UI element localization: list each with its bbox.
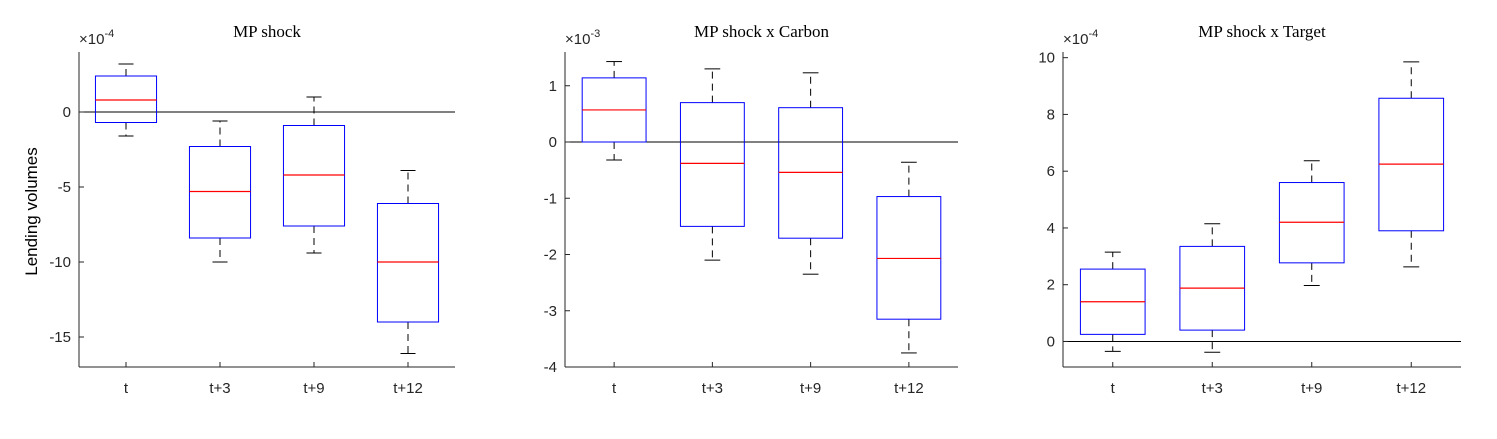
y-tick-label: -10 xyxy=(49,254,71,271)
box-t xyxy=(581,61,647,161)
x-tick-label: t+9 xyxy=(303,380,324,397)
y-tick-label: 6 xyxy=(1047,163,1055,180)
x-tick-label: t xyxy=(612,380,617,397)
y-tick-label: 10 xyxy=(1038,50,1055,67)
exponent-base: ×10 xyxy=(1063,31,1088,48)
exponent-base: ×10 xyxy=(79,31,104,48)
exponent-power: -3 xyxy=(590,28,600,40)
y-tick-label: 0 xyxy=(63,104,71,121)
chart-panel-1: -15 -10 -5 0 t t+3 t+9 t+12 MP shock ×10-4 Lending… xyxy=(22,22,455,397)
y-tick-label: -4 xyxy=(544,359,557,376)
box-t+9 xyxy=(778,72,844,275)
iqr-box xyxy=(376,203,440,323)
x-tick-label: t+9 xyxy=(1301,380,1322,397)
y-tick-label: 8 xyxy=(1047,106,1055,123)
iqr-box xyxy=(282,125,346,227)
box-t+3 xyxy=(1179,223,1246,353)
y-tick-label: -15 xyxy=(49,329,71,346)
axis-exponent: ×10-4 xyxy=(79,28,114,48)
x-tick-label: t+3 xyxy=(702,380,723,397)
box-t+3 xyxy=(188,120,252,263)
iqr-box xyxy=(679,102,745,227)
y-tick-label: 0 xyxy=(549,134,557,151)
chart-title: MP shock x Carbon xyxy=(694,22,829,41)
iqr-box xyxy=(94,75,158,123)
box-t xyxy=(1079,251,1146,352)
y-tick-label: 4 xyxy=(1047,220,1055,237)
x-tick-label: t+12 xyxy=(393,380,423,397)
x-tick-label: t+12 xyxy=(1396,380,1426,397)
exponent-base: ×10 xyxy=(565,31,590,48)
chart-panel-2: -4 -3 -2 -1 0 1 t t+3 t+9 t+12 MP shock x Carbon ×1… xyxy=(544,22,958,397)
x-tick-label: t xyxy=(124,380,129,397)
y-tick-label: -1 xyxy=(544,190,557,207)
box-t+3 xyxy=(679,68,745,261)
box-t xyxy=(94,63,158,137)
box-t+12 xyxy=(1378,61,1445,268)
x-tick-label: t+3 xyxy=(209,380,230,397)
y-tick-label: 1 xyxy=(549,78,557,95)
x-tick-label: t+3 xyxy=(1202,380,1223,397)
x-tick-label: t+9 xyxy=(800,380,821,397)
box-t+9 xyxy=(1278,160,1345,287)
y-tick-label: -2 xyxy=(544,247,557,264)
exponent-power: -4 xyxy=(104,28,114,40)
axis-exponent: ×10-3 xyxy=(565,28,600,48)
axis-exponent: ×10-4 xyxy=(1063,28,1098,48)
y-tick-label: 2 xyxy=(1047,277,1055,294)
y-tick-label: -5 xyxy=(58,179,71,196)
box-t+12 xyxy=(876,161,942,354)
y-tick-label: -3 xyxy=(544,303,557,320)
y-tick-label: 0 xyxy=(1047,333,1055,350)
x-tick-label: t xyxy=(1111,380,1116,397)
box-t+9 xyxy=(282,96,346,254)
chart-title: MP shock x Target xyxy=(1198,22,1326,41)
box-t+12 xyxy=(376,170,440,354)
y-axis-label: Lending volumes xyxy=(22,147,41,276)
x-tick-label: t+12 xyxy=(894,380,924,397)
iqr-box xyxy=(188,146,252,239)
chart-title: MP shock xyxy=(233,22,301,41)
exponent-power: -4 xyxy=(1088,28,1098,40)
chart-panel-3: 0 2 4 6 8 10 t t+3 t+9 t+12 MP shock x Target ×10-4 xyxy=(1038,22,1461,397)
